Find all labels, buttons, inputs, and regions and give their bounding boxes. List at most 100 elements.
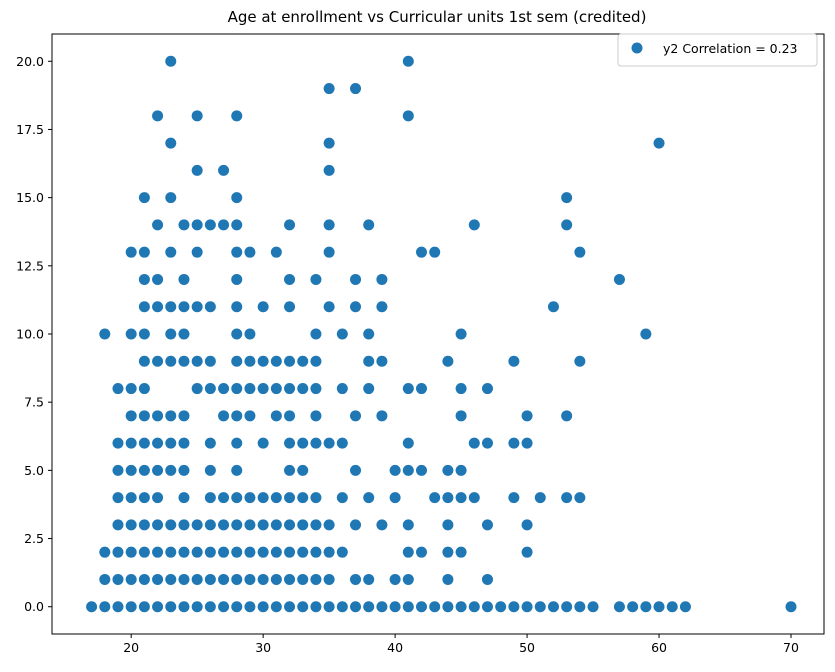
data-point bbox=[284, 464, 296, 476]
data-point bbox=[125, 492, 137, 504]
data-point bbox=[165, 519, 177, 531]
data-point bbox=[416, 464, 427, 476]
data-point bbox=[152, 219, 164, 231]
data-point bbox=[429, 246, 441, 258]
data-point bbox=[204, 546, 216, 558]
data-point bbox=[574, 246, 586, 258]
data-point bbox=[389, 464, 401, 476]
data-point bbox=[231, 355, 243, 367]
data-point bbox=[218, 492, 230, 504]
data-point bbox=[561, 192, 573, 204]
y-tick-label: 2.5 bbox=[24, 531, 44, 546]
data-point bbox=[350, 519, 362, 531]
data-point bbox=[310, 573, 322, 585]
data-point bbox=[231, 492, 243, 504]
data-point bbox=[270, 601, 282, 613]
data-point bbox=[178, 546, 190, 558]
data-point bbox=[270, 383, 282, 395]
x-tick-label: 70 bbox=[783, 640, 799, 655]
data-point bbox=[363, 328, 375, 340]
data-point bbox=[138, 246, 150, 258]
x-tick-label: 60 bbox=[651, 640, 667, 655]
data-point bbox=[218, 546, 230, 558]
x-tick-label: 40 bbox=[387, 640, 403, 655]
data-point bbox=[561, 410, 573, 422]
data-point bbox=[270, 546, 282, 558]
data-point bbox=[363, 601, 375, 613]
data-point bbox=[613, 601, 625, 613]
data-point bbox=[323, 573, 335, 585]
data-point bbox=[547, 601, 559, 613]
data-point bbox=[310, 519, 322, 531]
data-point bbox=[284, 219, 296, 231]
data-point bbox=[165, 328, 177, 340]
chart-title: Age at enrollment vs Curricular units 1s… bbox=[228, 8, 647, 26]
data-point bbox=[178, 328, 190, 340]
data-point bbox=[191, 383, 203, 395]
data-point bbox=[218, 219, 230, 231]
data-point bbox=[416, 246, 427, 258]
data-point bbox=[257, 355, 269, 367]
data-point bbox=[376, 301, 388, 313]
data-point bbox=[178, 492, 190, 504]
data-point bbox=[152, 519, 164, 531]
y-tick-label: 17.5 bbox=[16, 122, 44, 137]
data-point bbox=[204, 383, 216, 395]
data-point bbox=[521, 519, 533, 531]
data-point bbox=[165, 301, 177, 313]
data-point bbox=[442, 355, 454, 367]
data-point bbox=[178, 464, 190, 476]
data-point bbox=[191, 355, 203, 367]
data-point bbox=[350, 410, 362, 422]
data-point bbox=[112, 464, 124, 476]
data-point bbox=[653, 137, 665, 149]
data-point bbox=[204, 601, 216, 613]
data-point bbox=[112, 437, 124, 449]
data-point bbox=[627, 601, 639, 613]
data-point bbox=[152, 601, 164, 613]
data-point bbox=[284, 355, 296, 367]
data-point bbox=[138, 410, 150, 422]
data-point bbox=[323, 601, 335, 613]
data-points bbox=[86, 55, 797, 613]
data-point bbox=[640, 601, 652, 613]
data-point bbox=[416, 601, 427, 613]
y-tick-label: 20.0 bbox=[16, 54, 44, 69]
data-point bbox=[323, 83, 335, 95]
data-point bbox=[402, 601, 414, 613]
data-point bbox=[310, 273, 322, 285]
data-point bbox=[138, 546, 150, 558]
data-point bbox=[284, 601, 296, 613]
data-point bbox=[125, 437, 137, 449]
data-point bbox=[402, 55, 414, 67]
data-point bbox=[152, 437, 164, 449]
data-point bbox=[508, 492, 520, 504]
data-point bbox=[178, 601, 190, 613]
data-point bbox=[429, 601, 441, 613]
x-tick-label: 50 bbox=[519, 640, 535, 655]
data-point bbox=[178, 410, 190, 422]
data-point bbox=[389, 573, 401, 585]
data-point bbox=[231, 219, 243, 231]
data-point bbox=[574, 601, 586, 613]
data-point bbox=[231, 246, 243, 258]
data-point bbox=[165, 437, 177, 449]
data-point bbox=[99, 328, 111, 340]
data-point bbox=[165, 246, 177, 258]
legend-box bbox=[617, 33, 818, 67]
data-point bbox=[455, 383, 467, 395]
data-point bbox=[125, 246, 137, 258]
x-tick-label: 30 bbox=[255, 640, 271, 655]
data-point bbox=[284, 410, 296, 422]
data-point bbox=[297, 519, 309, 531]
data-point bbox=[218, 573, 230, 585]
data-point bbox=[244, 246, 256, 258]
data-point bbox=[336, 601, 348, 613]
data-point bbox=[191, 110, 203, 122]
data-point bbox=[178, 273, 190, 285]
data-point bbox=[376, 601, 388, 613]
data-point bbox=[508, 437, 520, 449]
data-point bbox=[442, 546, 454, 558]
data-point bbox=[231, 546, 243, 558]
data-point bbox=[244, 383, 256, 395]
